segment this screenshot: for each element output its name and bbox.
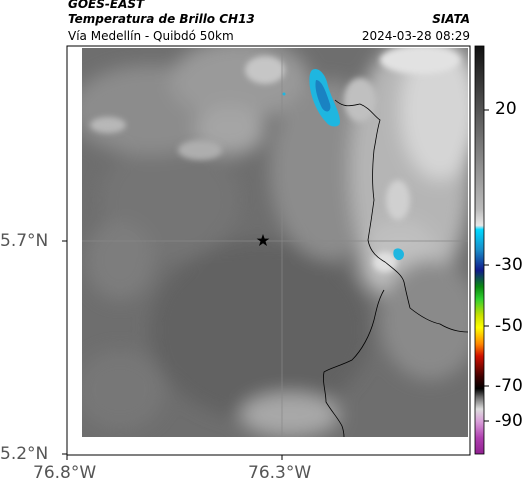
colorbar (474, 45, 485, 455)
product-title: Temperatura de Brillo CH13 (68, 12, 255, 26)
colorbar-label: 20 (495, 99, 517, 119)
satellite-image (82, 48, 468, 437)
border-line-south (323, 289, 385, 437)
colorbar-label: -50 (495, 316, 523, 336)
cold-cloud-cluster-north (282, 68, 340, 127)
organization-label: SIATA (432, 12, 470, 26)
lon-label-76-3: 76.3°W (248, 463, 312, 483)
lat-label-5-7: 5.7°N (0, 231, 49, 251)
colorbar-label: -70 (495, 376, 523, 396)
satellite-title: GOES-EAST (68, 0, 145, 11)
lat-label-5-2: 5.2°N (0, 444, 49, 464)
datetime-label: 2024-03-28 08:29 (361, 29, 470, 43)
cold-cloud-cluster-east (393, 248, 404, 261)
colorbar-label: -30 (495, 255, 523, 275)
colorbar-label: -90 (495, 411, 523, 431)
star-icon (256, 234, 270, 246)
border-line (334, 99, 468, 333)
lon-label-76-8: 76.8°W (33, 463, 97, 483)
route-label: Vía Medellín - Quibdó 50km (68, 29, 234, 43)
